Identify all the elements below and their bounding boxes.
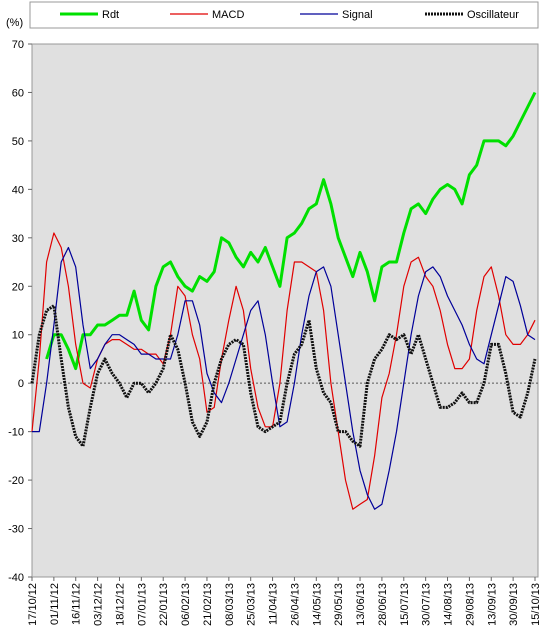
x-tick-label: 21/02/13 xyxy=(202,583,214,626)
legend-label: Signal xyxy=(342,9,373,21)
x-tick-label: 11/04/13 xyxy=(268,583,280,625)
legend-label: Oscillateur xyxy=(467,9,519,21)
plot-area xyxy=(31,43,539,578)
x-tick-label: 08/03/13 xyxy=(224,583,236,626)
x-tick-label: 15/07/13 xyxy=(399,583,411,626)
x-tick-label: 06/02/13 xyxy=(180,583,192,626)
y-tick-label: 60 xyxy=(12,87,24,99)
y-tick-label: 0 xyxy=(18,378,24,390)
x-tick-label: 18/12/12 xyxy=(114,583,126,626)
series-line xyxy=(30,304,537,448)
x-tick-label: 17/10/12 xyxy=(27,583,39,626)
x-tick-label: 13/06/13 xyxy=(355,583,367,626)
x-tick-label: 29/05/13 xyxy=(333,583,345,626)
x-tick-label: 03/12/12 xyxy=(93,583,105,626)
x-tick-label: 15/10/13 xyxy=(530,583,540,626)
y-tick-label: -20 xyxy=(8,475,24,487)
y-tick-label: -40 xyxy=(8,572,24,584)
series-line xyxy=(32,246,536,510)
x-tick-label: 13/09/13 xyxy=(486,583,498,626)
x-tick-label: 01/11/12 xyxy=(49,583,61,625)
y-tick-label: 50 xyxy=(12,136,24,148)
x-tick-label: 26/04/13 xyxy=(289,583,301,626)
y-tick-label: -30 xyxy=(8,524,24,536)
x-tick-label: 30/07/13 xyxy=(421,583,433,626)
x-tick-label: 14/08/13 xyxy=(443,583,455,626)
x-tick-label: 28/06/13 xyxy=(377,583,389,626)
y-tick-label: 30 xyxy=(12,233,24,245)
y-tick-label: 10 xyxy=(12,330,24,342)
x-tick-label: 16/11/12 xyxy=(71,583,83,625)
series-line xyxy=(45,91,537,371)
y-axis-label: (%) xyxy=(6,17,23,29)
legend-label: MACD xyxy=(212,9,244,21)
y-tick-label: 70 xyxy=(12,39,24,51)
series-line xyxy=(31,232,536,510)
x-tick-label: 25/03/13 xyxy=(246,583,258,626)
x-tick-label: 22/01/13 xyxy=(158,583,170,626)
y-tick-label: -10 xyxy=(8,427,24,439)
x-tick-label: 30/09/13 xyxy=(508,583,520,626)
x-tick-label: 14/05/13 xyxy=(311,583,323,626)
legend-label: Rdt xyxy=(102,9,119,21)
y-tick-label: 40 xyxy=(12,184,24,196)
x-tick-label: 29/08/13 xyxy=(464,583,476,626)
y-tick-label: 20 xyxy=(12,281,24,293)
x-tick-label: 07/01/13 xyxy=(136,583,148,626)
